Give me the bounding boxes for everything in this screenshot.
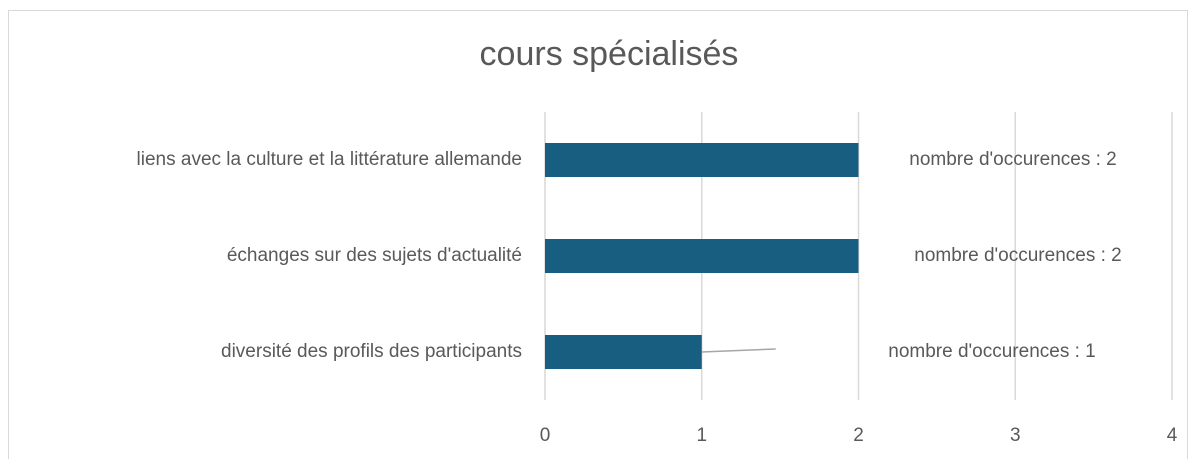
y-tick-label: liens avec la culture et la littérature … bbox=[137, 149, 522, 170]
chart-border bbox=[8, 10, 1188, 459]
x-tick-label: 1 bbox=[696, 425, 707, 446]
y-tick-label: échanges sur des sujets d'actualité bbox=[227, 245, 522, 266]
leader-line bbox=[701, 348, 776, 353]
bar bbox=[545, 335, 702, 369]
data-label: nombre d'occurences : 2 bbox=[914, 245, 1121, 266]
chart-title: cours spécialisés bbox=[480, 35, 739, 73]
x-tick-label: 2 bbox=[853, 425, 864, 446]
data-label: nombre d'occurences : 1 bbox=[888, 341, 1095, 362]
x-tick-label: 4 bbox=[1167, 425, 1178, 446]
x-tick-label: 0 bbox=[540, 425, 551, 446]
bar bbox=[545, 143, 859, 177]
x-tick-label: 3 bbox=[1010, 425, 1021, 446]
y-tick-label: diversité des profils des participants bbox=[221, 341, 522, 362]
bar bbox=[545, 239, 859, 273]
data-label: nombre d'occurences : 2 bbox=[909, 149, 1116, 170]
